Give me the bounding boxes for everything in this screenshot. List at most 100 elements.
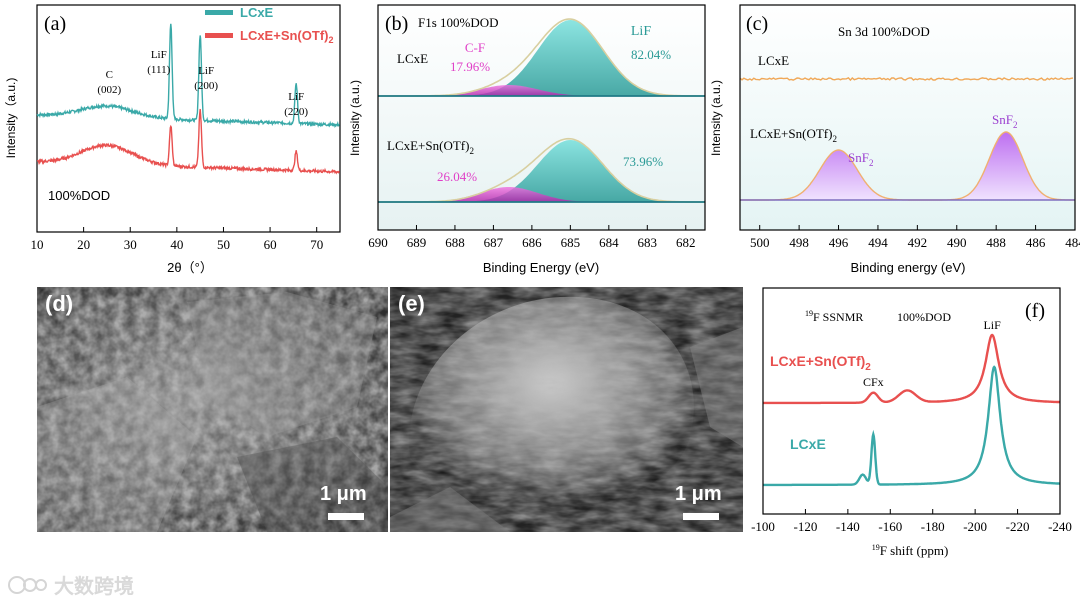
chart-a-series-1 <box>36 108 341 175</box>
chart-b-cf-area-0 <box>378 85 705 96</box>
chart-b-lif-area-1 <box>378 140 705 202</box>
logo-icon <box>8 575 47 594</box>
chart-c-x-tick-label: 500 <box>750 235 770 250</box>
chart-b-x-tick-label: 683 <box>638 235 658 250</box>
chart-f-peak-label: CFx <box>863 375 884 389</box>
chart-c: 500 498 496 494 492 490 488 486 484 (c) Sn 3d 10… <box>710 4 1080 275</box>
chart-c-upper-sample: LCxE <box>758 53 789 68</box>
chart-f-x-tick-label: -220 <box>1006 519 1030 534</box>
chart-a-series-0 <box>36 23 340 129</box>
chart-b-title: F1s 100%DOD <box>418 15 499 30</box>
chart-f-x-tick-label: -160 <box>878 519 902 534</box>
chart-f-series-teal <box>763 365 1060 487</box>
sem-e-scale-bar <box>683 513 719 520</box>
chart-a-x-tick-label: 40 <box>170 237 183 252</box>
panel-b: 690 689 688 687 686 685 684 683 682 (b) F1s 100%… <box>345 0 710 285</box>
sem-image-d: (d) 1 μm <box>37 287 388 532</box>
chart-a-frame <box>36 4 341 233</box>
chart-b-x-tick-label: 682 <box>676 235 696 250</box>
chart-f-series-label-red: LCxE+Sn(OTf)2 <box>770 353 871 373</box>
chart-a-x-tick-label: 60 <box>264 237 277 252</box>
chart-f-x-tick-label: -120 <box>794 519 818 534</box>
panel-c: 500 498 496 494 492 490 488 486 484 (c) Sn 3d 10… <box>710 0 1080 285</box>
sem-d-texture <box>37 287 388 532</box>
chart-a-peak-label: LiF <box>151 49 167 61</box>
chart-a-peak-label: C <box>106 69 113 81</box>
sem-e-panel-label: (e) <box>398 291 425 316</box>
chart-b-cf-area-1 <box>378 187 705 202</box>
chart-b-upper-cf-pct: 17.96% <box>450 59 490 74</box>
chart-c-title: Sn 3d 100%DOD <box>838 24 930 39</box>
chart-c-peak-label-1: SnF2 <box>848 150 873 168</box>
chart-c-x-tick-label: 494 <box>868 235 888 250</box>
chart-b-frame <box>377 4 706 231</box>
chart-f-series-label-teal: LCxE <box>790 436 826 452</box>
sem-d-scale-bar <box>328 513 364 520</box>
chart-b-upper-lif-name: LiF <box>631 24 651 39</box>
chart-c-sn-area <box>740 132 1075 200</box>
chart-b-xlabel: Binding Energy (eV) <box>483 260 599 275</box>
chart-f-title-extra: 100%DOD <box>897 310 951 324</box>
panel-f: -100 -120 -140 -160 -180 -200 -220 -240 (f) 19F… <box>745 285 1080 602</box>
sem-d-scale-text: 1 μm <box>320 483 367 505</box>
chart-a-annotation: 100%DOD <box>48 188 110 203</box>
chart-c-x-tick-label: 484 <box>1065 235 1080 250</box>
chart-b-upper-lif-pct: 82.04% <box>631 47 671 62</box>
chart-c-upper-series <box>739 77 1074 82</box>
chart-a: 10 20 30 40 50 60 70 (a) LCxE LCxE+Sn(OTf)2 C (… <box>4 4 341 275</box>
chart-f-x-tick-label: -200 <box>963 519 987 534</box>
chart-b-x-tick-label: 689 <box>407 235 427 250</box>
chart-c-ylabel: Intensity (a.u.) <box>710 80 723 156</box>
sem-d-panel-label: (d) <box>45 291 74 316</box>
sem-image-e: (e) 1 μm <box>390 287 743 532</box>
chart-a-x-tick-label: 10 <box>31 237 44 252</box>
chart-a-peak-label: LiF <box>198 65 214 77</box>
chart-b-lower-lif-pct: 73.96% <box>623 154 663 169</box>
chart-a-panel-label: (a) <box>44 13 66 35</box>
chart-b-x-tick-label: 688 <box>445 235 465 250</box>
chart-c-peak-label-2: SnF2 <box>992 112 1017 130</box>
chart-f-frame <box>762 287 1061 515</box>
chart-b-upper-sample: LCxE <box>397 51 428 66</box>
chart-a-ylabel: Intensity（a.u.) <box>4 78 18 159</box>
chart-b-x-tick-label: 687 <box>484 235 504 250</box>
legend-label-lcxe: LCxE <box>240 5 274 20</box>
chart-c-x-tick-label: 486 <box>1026 235 1046 250</box>
chart-b-ylabel: Intensity (a.u.) <box>348 80 362 156</box>
chart-f-xlabel: 19F shift (ppm) <box>872 543 949 558</box>
chart-a-peak-label: LiF <box>288 91 304 103</box>
chart-f-x-tick-label: -140 <box>836 519 860 534</box>
chart-b-x-tick-label: 684 <box>599 235 619 250</box>
chart-c-panel-label: (c) <box>746 13 768 35</box>
sem-e-texture <box>390 287 743 532</box>
chart-f-panel-label: (f) <box>1025 300 1045 322</box>
chart-f-title: 19F SSNMR <box>805 309 863 324</box>
chart-b-lower-sample: LCxE+Sn(OTf)2 <box>387 138 474 156</box>
chart-c-lower-sample: LCxE+Sn(OTf)2 <box>750 126 837 144</box>
chart-f: -100 -120 -140 -160 -180 -200 -220 -240 (f) 19F… <box>751 287 1072 558</box>
chart-c-x-tick-label: 498 <box>789 235 809 250</box>
chart-f-x-tick-label: -100 <box>751 519 775 534</box>
chart-a-xlabel: 2θ（°） <box>167 260 213 275</box>
legend-swatch-lcxe-sn <box>205 33 233 38</box>
chart-c-xlabel: Binding energy (eV) <box>851 260 966 275</box>
chart-c-x-tick-label: 492 <box>908 235 928 250</box>
chart-b-x-tick-label: 690 <box>368 235 388 250</box>
chart-a-legend: LCxE LCxE+Sn(OTf)2 <box>205 5 334 45</box>
panel-a: 10 20 30 40 50 60 70 (a) LCxE LCxE+Sn(OTf)2 C (… <box>0 0 345 285</box>
chart-b-panel-label: (b) <box>385 13 408 35</box>
chart-b-lif-area-0 <box>378 20 705 96</box>
legend-label-lcxe-sn: LCxE+Sn(OTf)2 <box>240 28 334 45</box>
chart-a-peak-label: (200) <box>194 80 218 92</box>
chart-b-upper-cf-name: C-F <box>465 40 485 55</box>
chart-b-x-tick-label: 685 <box>561 235 581 250</box>
watermark-text: 大数跨境 <box>54 574 134 598</box>
chart-a-peak-label: (111) <box>147 64 170 76</box>
chart-a-x-tick-label: 20 <box>77 237 90 252</box>
chart-c-x-tick-label: 490 <box>947 235 967 250</box>
sem-e-scale-text: 1 μm <box>675 483 722 505</box>
chart-c-x-tick-label: 496 <box>829 235 849 250</box>
chart-a-peak-label: (002) <box>97 84 121 96</box>
chart-a-x-tick-label: 50 <box>217 237 230 252</box>
chart-f-series-red <box>763 333 1061 405</box>
